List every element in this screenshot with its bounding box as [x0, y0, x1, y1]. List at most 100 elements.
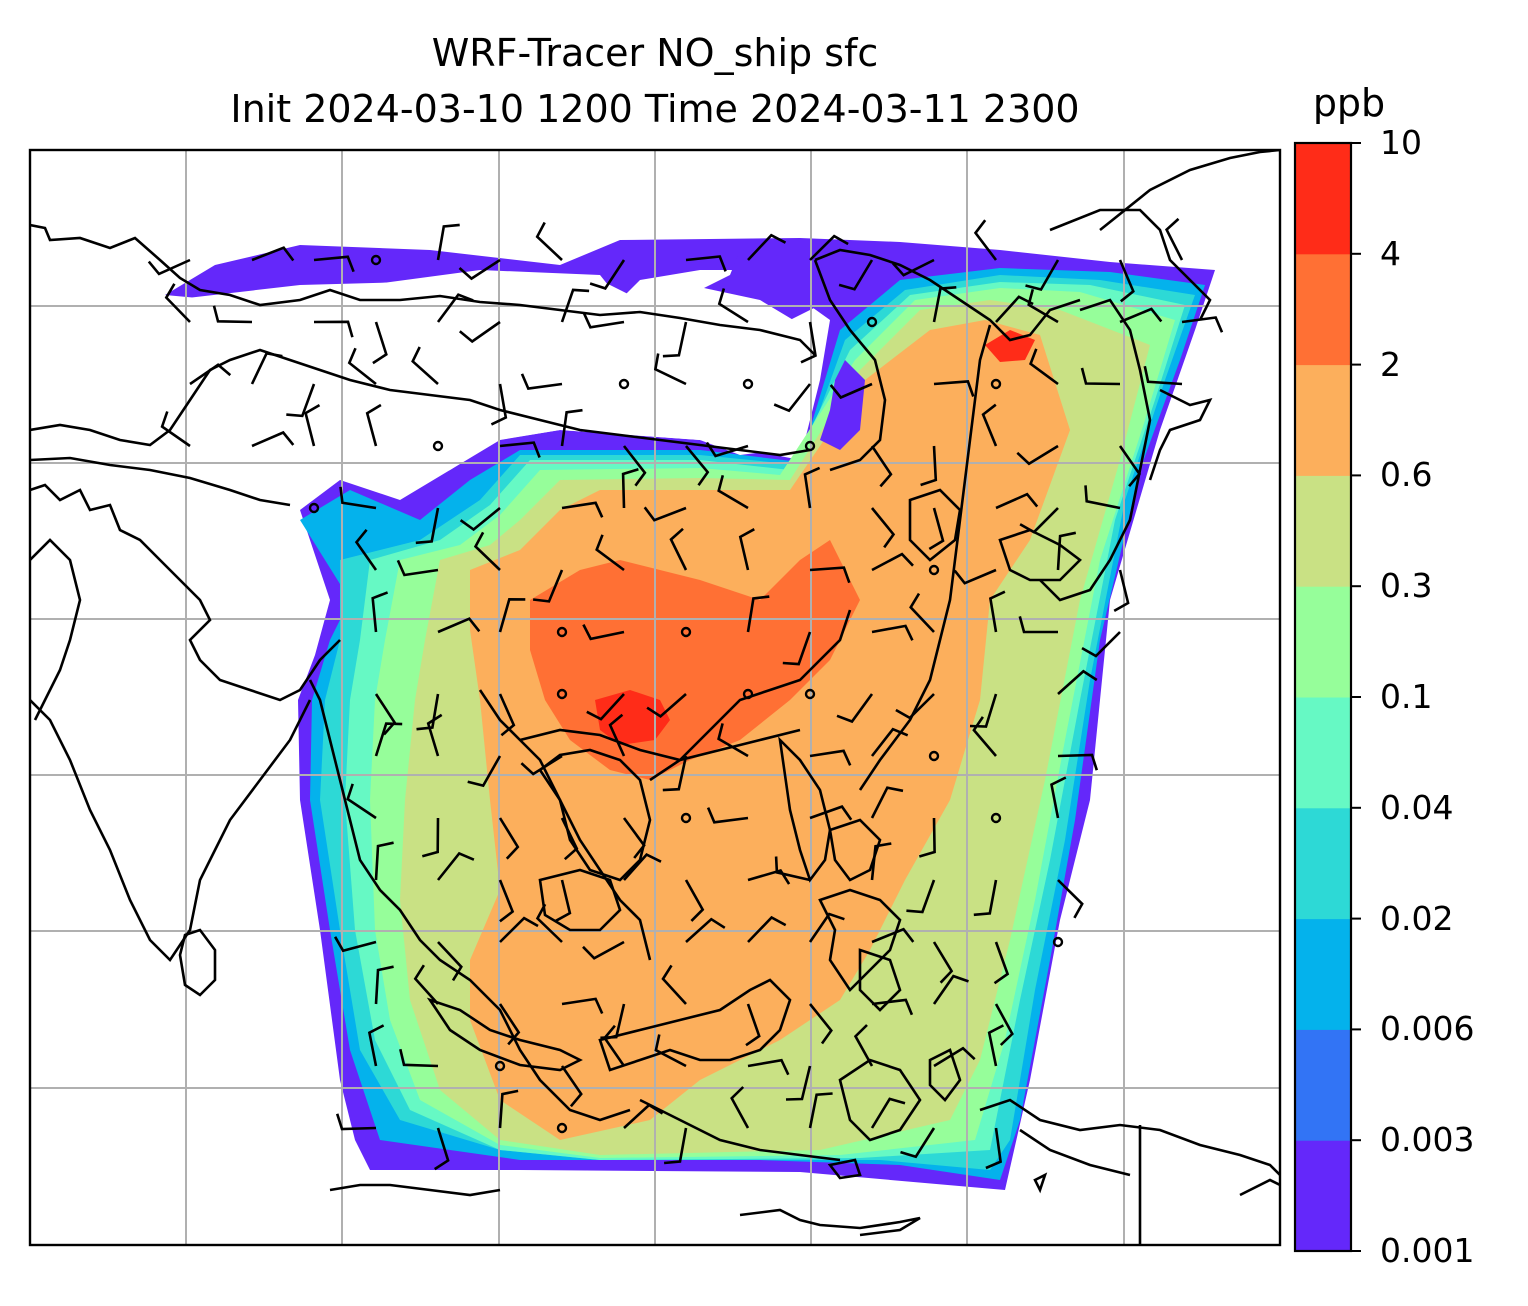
wind-barb	[906, 879, 936, 914]
calm-wind-marker	[990, 378, 1002, 390]
wind-barb	[973, 879, 998, 917]
wind-barb	[909, 592, 935, 633]
wind-barb	[782, 631, 812, 666]
wind-barb	[333, 936, 377, 953]
wind-barb	[1050, 776, 1067, 819]
wind-barb	[164, 283, 191, 323]
colorbar-tick-label: 0.6	[1380, 455, 1433, 495]
wind-barb	[1118, 259, 1135, 303]
wind-barb	[374, 722, 403, 757]
wind-barb	[498, 693, 516, 737]
wind-barb	[313, 320, 354, 338]
wind-barb	[347, 347, 377, 386]
wind-barb	[773, 383, 812, 413]
wind-barb	[346, 783, 377, 820]
wind-barb	[747, 868, 791, 885]
wind-barb	[622, 817, 646, 859]
wind-barb	[365, 403, 382, 447]
wind-barb	[458, 258, 501, 281]
wind-barb	[458, 320, 501, 344]
wind-barb	[1143, 365, 1183, 386]
calm-wind-marker	[680, 812, 692, 824]
wind-barb	[685, 917, 726, 943]
colorbar-tick-label: 4	[1380, 233, 1401, 273]
wind-barb	[473, 531, 501, 571]
wind-barb	[354, 528, 378, 571]
wind-barb	[623, 1103, 664, 1129]
wind-barb	[589, 259, 626, 290]
colorbar-tick-label: 2	[1380, 344, 1401, 384]
colorbar-segment	[1295, 807, 1351, 920]
wind-barb	[684, 879, 705, 922]
calm-wind-marker	[370, 254, 382, 266]
wind-barb	[932, 286, 957, 323]
wind-barb	[160, 411, 191, 448]
wind-barb	[1084, 485, 1121, 510]
wind-barbs	[147, 217, 1224, 1171]
wind-barb	[1056, 531, 1077, 571]
wind-barb	[1181, 316, 1224, 333]
wind-barb	[396, 559, 439, 577]
wind-barb	[498, 817, 520, 860]
colorbar-tick-label: 0.003	[1380, 1120, 1475, 1160]
wind-barb	[669, 527, 688, 571]
wind-barb	[1057, 753, 1099, 771]
wind-barb	[1081, 631, 1121, 658]
wind-barb	[993, 941, 1010, 985]
wind-barb	[705, 441, 749, 458]
wind-barb	[560, 1065, 583, 1108]
wind-barb	[928, 507, 945, 551]
calm-wind-marker	[556, 688, 568, 700]
wind-barb	[706, 807, 749, 824]
wind-barb	[853, 1024, 874, 1067]
calm-wind-marker	[742, 688, 754, 700]
wind-barb	[603, 1024, 626, 1067]
wind-barb	[374, 841, 394, 881]
wind-barb	[684, 445, 710, 487]
wind-barb	[560, 288, 590, 323]
wind-barb	[490, 383, 508, 426]
wind-barb	[586, 693, 625, 721]
wind-barb	[829, 382, 873, 400]
calm-wind-marker	[866, 316, 878, 328]
calm-wind-marker	[928, 564, 940, 576]
colorbar-unit-label: ppb	[1312, 81, 1386, 125]
wind-barb	[717, 723, 749, 758]
wind-barb	[250, 351, 283, 385]
colorbar-tick-label: 0.1	[1380, 677, 1433, 716]
wind-barb	[520, 373, 563, 391]
wind-barb	[994, 1003, 1014, 1046]
wind-barb	[498, 879, 515, 923]
wind-barb	[871, 552, 914, 572]
wind-barb	[1025, 259, 1060, 292]
wind-barb	[987, 1024, 1004, 1067]
wind-barb	[995, 492, 1039, 510]
wind-barb	[467, 755, 502, 788]
colorbar-tick-label: 0.04	[1380, 787, 1454, 827]
wind-barb	[800, 321, 817, 364]
wind-barb	[747, 233, 787, 261]
wind-barb	[582, 624, 625, 641]
wind-barb	[870, 727, 909, 757]
calm-wind-marker	[804, 688, 816, 700]
wind-barb	[555, 879, 572, 922]
wind-barb	[532, 569, 564, 603]
wind-barb	[981, 403, 998, 447]
calm-wind-marker	[308, 502, 320, 514]
wind-barb	[251, 246, 295, 262]
wind-barb	[1057, 879, 1084, 919]
map-frame	[28, 148, 1282, 1247]
wind-barb	[643, 506, 687, 522]
wind-barb	[870, 445, 893, 488]
wind-barb	[871, 927, 915, 944]
wind-barb	[808, 1003, 833, 1045]
wind-barb	[582, 940, 625, 960]
wind-barb	[973, 219, 998, 261]
wind-barb	[870, 842, 892, 881]
colorbar-segment	[1295, 364, 1351, 476]
wind-barb	[870, 507, 896, 549]
wind-barb	[803, 466, 821, 509]
wind-barb	[335, 1113, 377, 1131]
calm-wind-marker	[556, 626, 568, 638]
wind-barb	[374, 965, 394, 1005]
